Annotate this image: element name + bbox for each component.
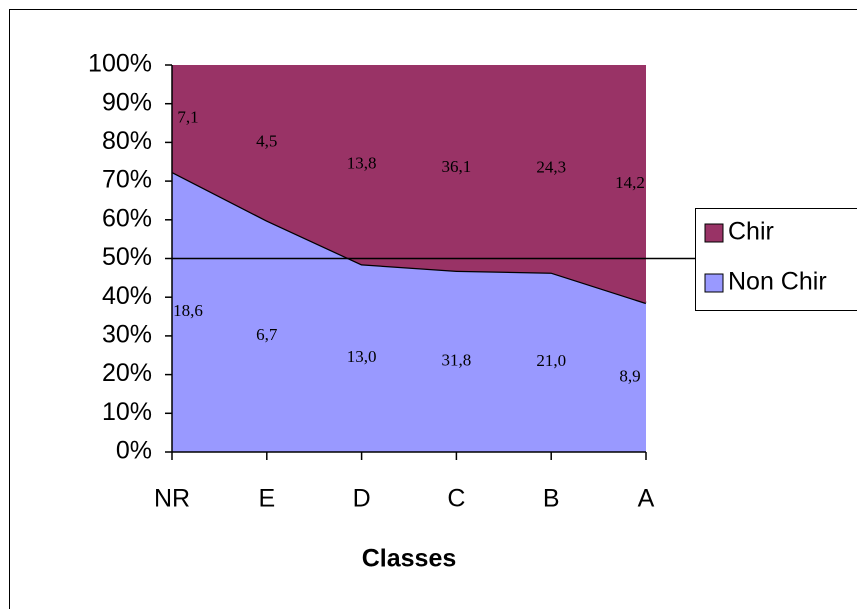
y-tick-label: 80%	[102, 127, 152, 155]
y-tick-label: 0%	[116, 437, 152, 465]
area	[172, 65, 646, 303]
data-label: 13,8	[347, 154, 377, 173]
y-tick-label: 90%	[102, 88, 152, 116]
data-label: 31,8	[442, 350, 472, 369]
x-tick-label: D	[353, 485, 371, 513]
legend-label: Chir	[728, 218, 774, 246]
data-label: 21,0	[536, 351, 566, 370]
y-tick-label: 20%	[102, 359, 152, 387]
y-tick-label: 100%	[88, 50, 152, 78]
data-label: 14,2	[615, 173, 645, 192]
y-tick-label: 60%	[102, 204, 152, 232]
legend-swatch	[704, 273, 724, 293]
data-label: 18,6	[173, 301, 203, 320]
data-label: 8,9	[619, 366, 640, 385]
legend-swatch	[704, 223, 724, 243]
data-label: 6,7	[256, 325, 278, 344]
data-label: 36,1	[442, 157, 472, 176]
y-tick-label: 10%	[102, 398, 152, 426]
y-tick-label: 70%	[102, 166, 152, 194]
y-tick-label: 40%	[102, 282, 152, 310]
y-tick-label: 50%	[102, 243, 152, 271]
y-tick-label: 30%	[102, 321, 152, 349]
area	[172, 171, 646, 452]
x-tick-label: B	[543, 485, 560, 513]
x-tick-label: E	[258, 485, 275, 513]
data-label: 24,3	[536, 158, 566, 177]
x-axis-title: Classes	[362, 545, 457, 573]
x-tick-label: C	[447, 485, 465, 513]
x-tick-label: A	[638, 485, 655, 513]
legend-label: Non Chir	[728, 268, 827, 296]
data-label: 13,0	[347, 347, 377, 366]
data-label: 7,1	[177, 107, 198, 126]
x-tick-label: NR	[154, 485, 190, 513]
data-label: 4,5	[256, 132, 277, 151]
